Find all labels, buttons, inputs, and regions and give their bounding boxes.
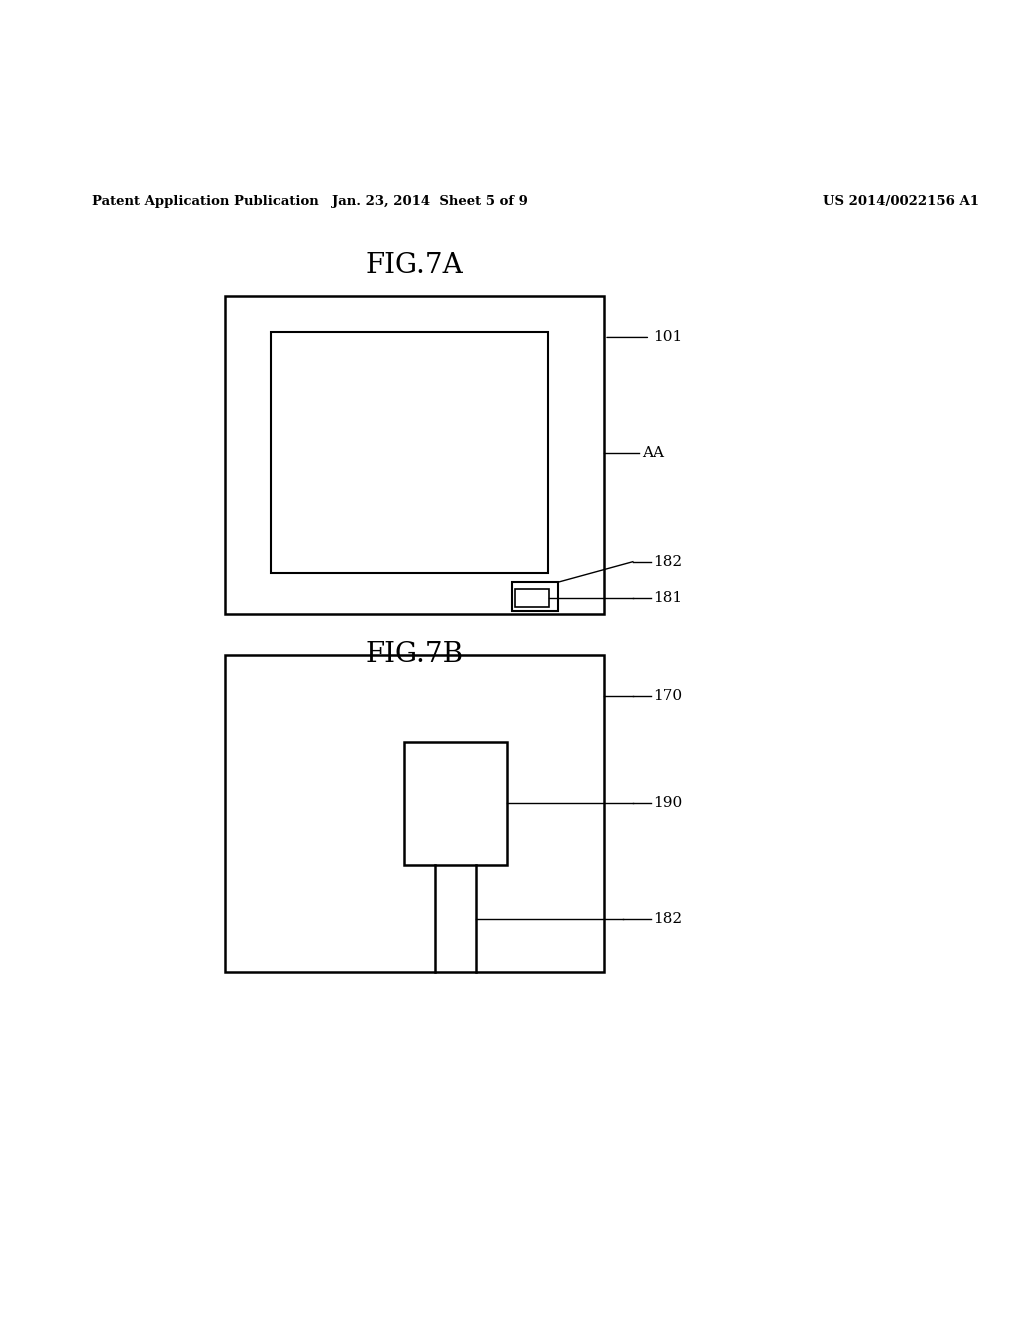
- Text: 101: 101: [653, 330, 683, 345]
- Text: FIG.7A: FIG.7A: [366, 252, 464, 280]
- Text: 190: 190: [653, 796, 683, 810]
- Bar: [225, 297, 604, 614]
- Text: 182: 182: [653, 912, 682, 925]
- Text: FIG.7B: FIG.7B: [366, 642, 464, 668]
- Bar: [271, 333, 548, 573]
- Text: 181: 181: [653, 591, 682, 605]
- Bar: [404, 742, 507, 865]
- Text: US 2014/0022156 A1: US 2014/0022156 A1: [823, 195, 979, 207]
- Text: 182: 182: [653, 554, 682, 569]
- Text: 170: 170: [653, 689, 682, 702]
- Text: AA: AA: [642, 446, 664, 459]
- Bar: [512, 582, 558, 611]
- Text: Jan. 23, 2014  Sheet 5 of 9: Jan. 23, 2014 Sheet 5 of 9: [332, 195, 528, 207]
- Bar: [515, 589, 549, 607]
- Bar: [225, 655, 604, 973]
- Text: Patent Application Publication: Patent Application Publication: [92, 195, 318, 207]
